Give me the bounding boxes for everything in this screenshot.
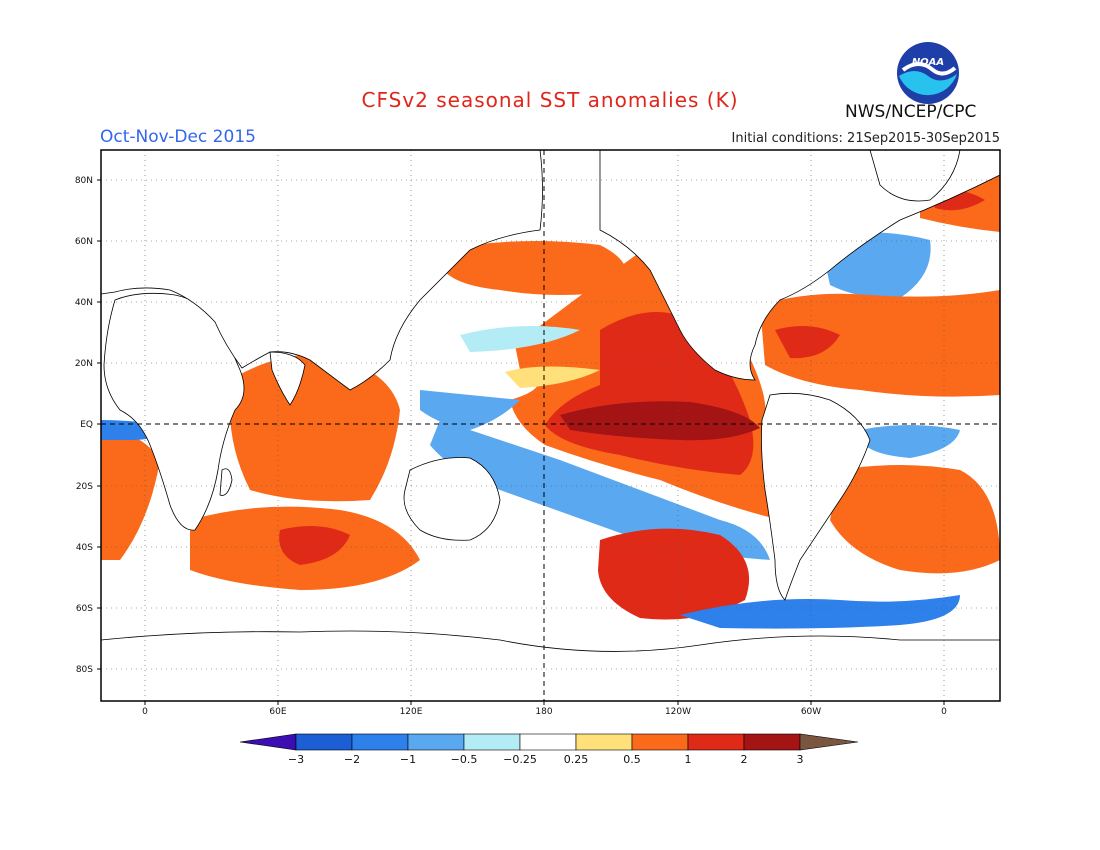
colorbar-swatch [407, 733, 465, 751]
continent-india [269, 351, 306, 406]
lat-tick-label: 40S [76, 543, 93, 553]
latitude-ticks: 80N 60N 40N 20N EQ 20S 40S 60S 80S [75, 176, 101, 675]
sst-warm-indian-ocean [230, 354, 400, 502]
continent-australia [403, 457, 501, 541]
lat-tick-label: 80S [76, 665, 93, 675]
sst-cool-south-atlantic [860, 425, 960, 458]
continent-greenland [869, 150, 961, 202]
sst-warm-atlantic [760, 290, 1000, 397]
sst-hot-south-indian [279, 526, 350, 565]
sst-slight-cool-fringe [460, 326, 580, 352]
lon-tick-label: 120E [400, 707, 423, 717]
colorbar-swatch [687, 733, 745, 751]
continent-madagascar [219, 468, 233, 496]
sst-cool-south-pacific-band [430, 420, 770, 560]
sst-warm-south-pacific [598, 528, 750, 620]
sst-cool-western-pacific [420, 390, 520, 430]
map-frame [100, 149, 1001, 702]
colorbar-label: −0.5 [451, 753, 478, 766]
colorbar: −3 −2 −1 −0.5 −0.25 0.25 0.5 1 2 3 [239, 733, 859, 766]
sst-hot-atlantic [775, 326, 840, 359]
reference-lines [101, 150, 1000, 701]
noaa-logo-icon: NOAA [897, 42, 959, 104]
continents [101, 150, 1000, 701]
lat-tick-label: EQ [80, 420, 93, 430]
initial-conditions-label: Initial conditions: 21Sep2015-30Sep2015 [731, 131, 1000, 146]
colorbar-label: 0.25 [564, 753, 589, 766]
map-title: CFSv2 seasonal SST anomalies (K) [361, 88, 739, 112]
colorbar-swatch [575, 733, 633, 751]
lat-tick-label: 60N [75, 237, 93, 247]
continent-antarctica [101, 630, 1000, 701]
sst-extreme-equatorial-pacific [560, 401, 760, 441]
colorbar-swatch [631, 733, 689, 751]
colorbar-label: 2 [741, 753, 748, 766]
lon-tick-label: 60W [801, 707, 821, 717]
lat-tick-label: 40N [75, 298, 93, 308]
lat-tick-label: 60S [76, 604, 93, 614]
colorbar-label: −3 [288, 753, 304, 766]
gridlines [101, 150, 1000, 701]
sst-slight-warm-fringe [505, 366, 600, 388]
season-label: Oct-Nov-Dec 2015 [100, 127, 256, 147]
colorbar-high-arrow [799, 733, 859, 751]
lon-tick-label: 120W [665, 707, 691, 717]
continent-eurasia [101, 150, 543, 391]
colorbar-swatch [463, 733, 521, 751]
sst-cool-southern-ocean [680, 595, 960, 629]
lon-tick-label: 0 [142, 707, 148, 717]
longitude-ticks: 0 60E 120E 180 120W 60W 0 [142, 701, 947, 717]
colorbar-label: −1 [400, 753, 416, 766]
colorbar-low-arrow [239, 733, 297, 751]
lon-tick-label: 180 [535, 707, 552, 717]
lon-tick-label: 0 [941, 707, 947, 717]
colorbar-swatch [519, 733, 577, 751]
lon-tick-label: 60E [269, 707, 286, 717]
lat-tick-label: 20S [76, 482, 93, 492]
colorbar-label: −0.25 [503, 753, 537, 766]
lat-tick-label: 80N [75, 176, 93, 186]
continent-south-america [761, 392, 871, 601]
colorbar-swatch [351, 733, 409, 751]
lat-tick-label: 20N [75, 359, 93, 369]
sst-warm-gulf-guinea-west [101, 430, 160, 560]
continent-north-america [599, 150, 1000, 381]
sst-warm-south-atlantic [830, 465, 1000, 574]
colorbar-label: 3 [797, 753, 804, 766]
agency-label: NWS/NCEP/CPC [845, 102, 977, 122]
sst-warm-north-pacific [440, 241, 627, 295]
colorbar-swatch [743, 733, 801, 751]
colorbar-label: 0.5 [623, 753, 641, 766]
colorbar-label: 1 [685, 753, 692, 766]
colorbar-label: −2 [344, 753, 360, 766]
colorbar-swatch [295, 733, 353, 751]
logo-text: NOAA [912, 57, 944, 68]
